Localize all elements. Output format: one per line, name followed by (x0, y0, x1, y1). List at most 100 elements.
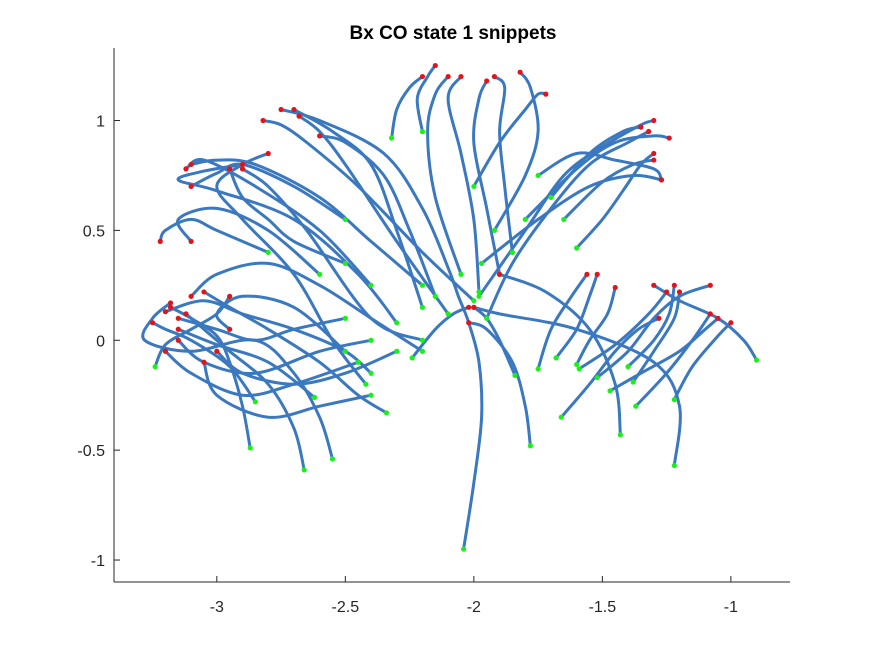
start-point (484, 315, 490, 321)
end-point (584, 271, 590, 277)
end-point (658, 177, 665, 183)
end-point (201, 359, 207, 365)
end-point (445, 73, 451, 80)
end-point (646, 128, 652, 135)
start-point (445, 311, 451, 317)
start-point (512, 372, 518, 379)
start-point (311, 394, 318, 401)
start-point (363, 381, 369, 387)
series-line (575, 286, 617, 366)
end-point (188, 161, 194, 168)
end-point (496, 271, 503, 277)
end-point (466, 304, 472, 310)
start-point (265, 249, 271, 255)
start-point (535, 172, 541, 179)
end-point (188, 293, 194, 299)
start-point (471, 183, 477, 190)
series-line (492, 70, 540, 232)
end-point (214, 348, 220, 354)
series-line (472, 305, 517, 377)
end-point (715, 315, 721, 321)
end-point (458, 73, 464, 80)
start-point (394, 348, 400, 354)
end-point (491, 73, 498, 80)
series-line (189, 162, 347, 221)
end-point (183, 166, 189, 172)
end-point (183, 311, 189, 317)
start-point (342, 348, 348, 354)
series-line (176, 206, 322, 276)
start-point (368, 370, 374, 376)
start-point (576, 366, 582, 372)
end-point (612, 284, 618, 291)
start-point (342, 216, 348, 223)
end-point (317, 133, 323, 139)
end-point (239, 161, 246, 168)
end-point (167, 304, 174, 310)
chart-title: Bx CO state 1 snippets (350, 23, 557, 44)
series-line (477, 119, 656, 298)
x-tick-label: -1 (724, 599, 738, 616)
x-tick-label: -2 (467, 599, 481, 616)
y-tick-label: -0.5 (77, 443, 105, 460)
series-line (163, 299, 373, 375)
start-point (317, 271, 323, 277)
end-point (157, 238, 163, 244)
end-point (239, 166, 246, 172)
series-line (498, 272, 622, 437)
end-point (707, 282, 713, 288)
start-point (471, 298, 477, 304)
start-point (594, 375, 600, 381)
series-line (608, 316, 720, 393)
series-line (575, 152, 656, 250)
end-point (651, 117, 657, 124)
series-line (410, 305, 471, 360)
start-point (432, 293, 438, 299)
start-point (522, 216, 528, 223)
series-line (163, 349, 360, 397)
end-point (666, 135, 672, 141)
start-point (419, 337, 426, 343)
end-point (227, 293, 233, 299)
end-point (188, 238, 194, 244)
x-tick-label: -1.5 (589, 599, 617, 616)
series-line (279, 108, 484, 551)
end-point (466, 320, 472, 326)
series-line (158, 217, 270, 254)
end-point (651, 150, 657, 157)
start-point (409, 355, 415, 361)
start-point (152, 364, 158, 370)
start-point (625, 364, 631, 370)
start-point (548, 194, 554, 201)
start-point (419, 282, 426, 288)
start-point (368, 282, 374, 288)
series-line (241, 167, 424, 342)
end-point (471, 304, 477, 310)
series-line (228, 167, 347, 265)
start-point (419, 128, 426, 135)
start-point (329, 456, 336, 462)
start-point (607, 388, 613, 394)
end-point (149, 320, 156, 326)
start-point (671, 462, 677, 469)
start-point (476, 293, 482, 299)
start-point (460, 546, 467, 552)
start-point (574, 245, 580, 251)
start-point (388, 135, 395, 141)
series-line (536, 272, 589, 371)
start-point (301, 467, 307, 473)
end-point (651, 157, 657, 163)
end-point (296, 113, 302, 119)
series-line (426, 75, 463, 276)
series-line (390, 75, 424, 140)
series-line (184, 158, 373, 287)
start-point (753, 357, 760, 363)
start-point (458, 271, 464, 277)
start-point (419, 348, 426, 354)
start-point (247, 445, 253, 451)
start-point (419, 304, 426, 310)
series-line (577, 290, 669, 371)
series-line (297, 114, 450, 316)
start-point (574, 361, 580, 368)
